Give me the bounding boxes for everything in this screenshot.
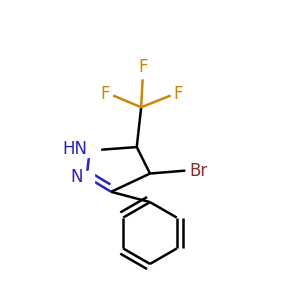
Text: F: F (138, 58, 147, 76)
Text: F: F (101, 85, 110, 103)
Text: F: F (174, 85, 183, 103)
Text: HN: HN (62, 140, 87, 158)
Bar (79, 171, 94, 183)
Text: N: N (71, 167, 83, 185)
Text: Br: Br (190, 162, 208, 180)
Bar (79, 144, 100, 157)
